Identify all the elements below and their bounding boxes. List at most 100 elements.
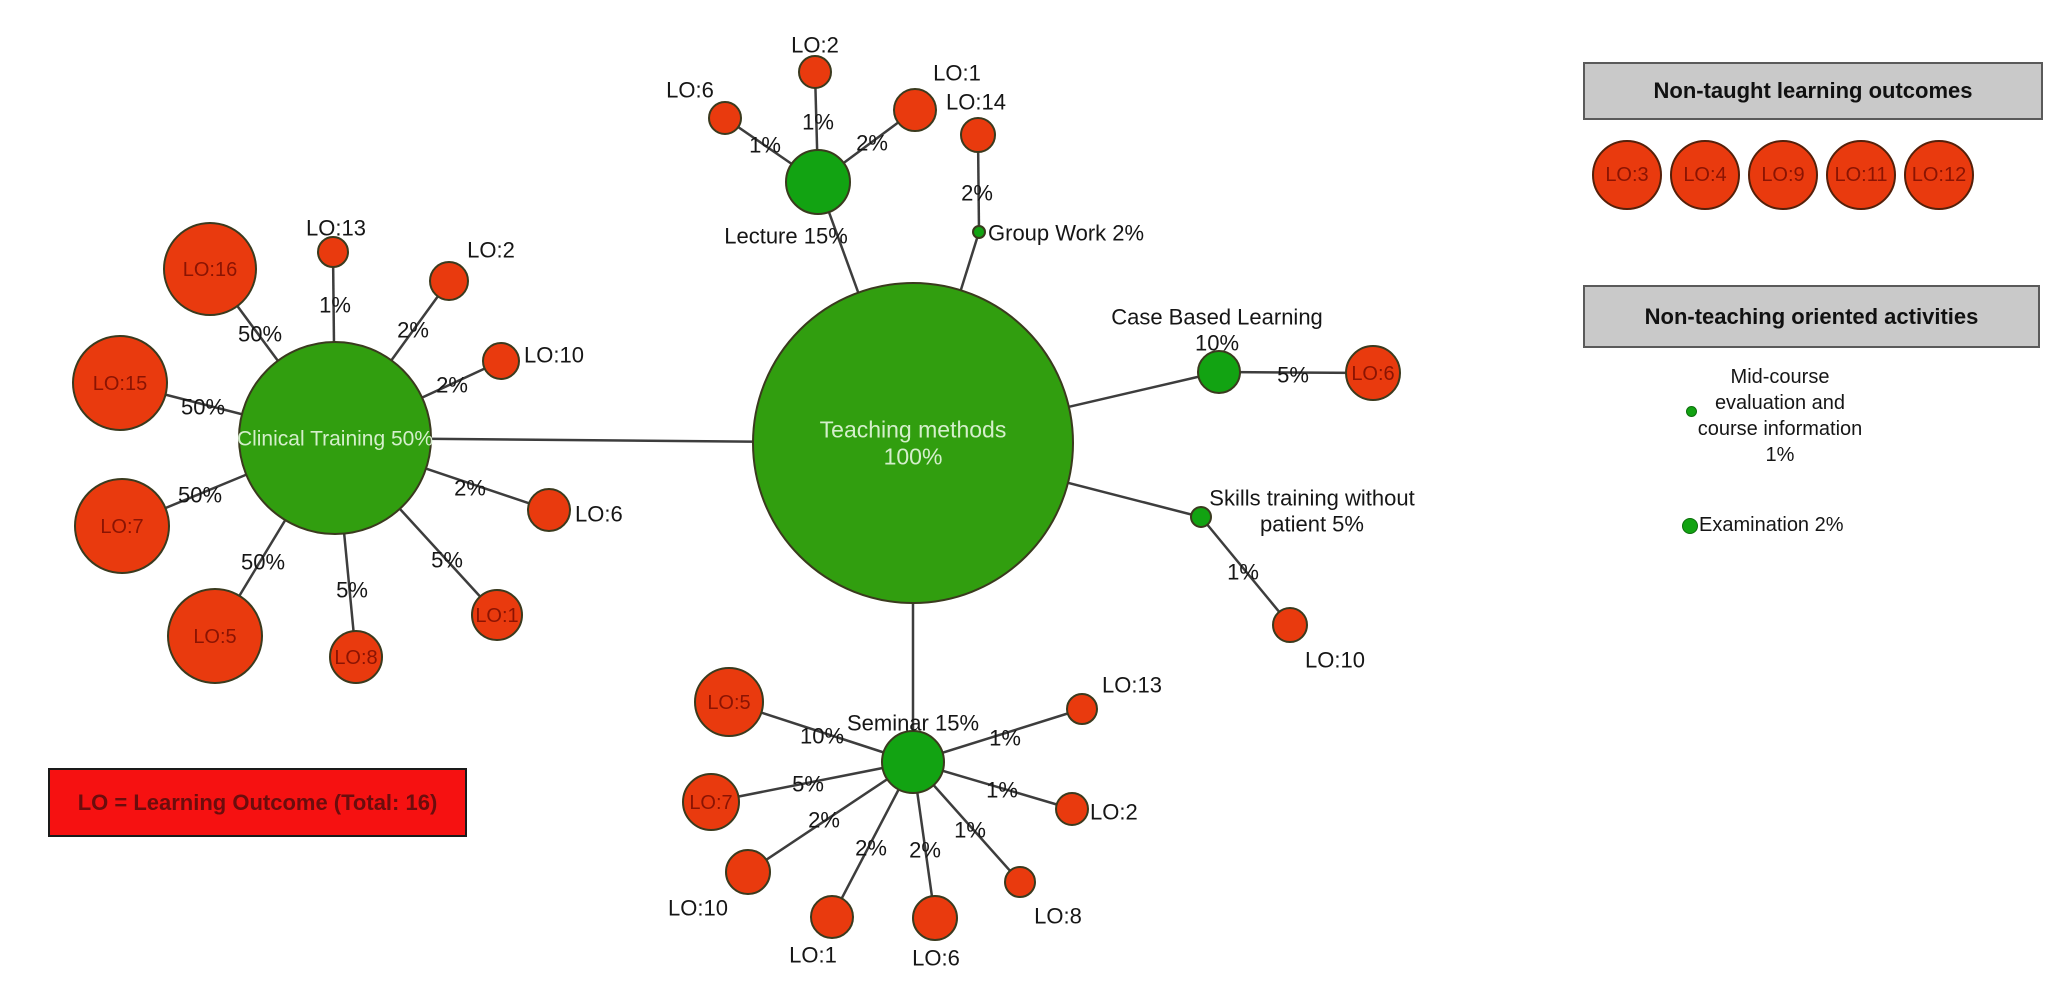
node-label-groupwork: Group Work 2%: [988, 221, 1144, 246]
edge-label-lecture-lec-lo6: 1%: [749, 133, 781, 158]
edge-label-skills-sk-lo10: 1%: [1227, 560, 1259, 585]
node-label-lec-lo6: LO:6: [666, 78, 714, 103]
node-cbl-lo6: [1345, 345, 1401, 401]
node-label-lec-lo2: LO:2: [791, 33, 839, 58]
edge-label-clinical-cl-lo8: 5%: [336, 578, 368, 603]
node-clinical: [238, 341, 432, 535]
edge-label-groupwork-gw-lo14: 2%: [961, 181, 993, 206]
edge-label-seminar-sem-lo6: 2%: [909, 838, 941, 863]
node-groupwork: [972, 225, 986, 239]
edge-seminar-sem-lo7: [710, 760, 914, 804]
node-lec-lo2: [798, 55, 832, 89]
node-cl-lo15: [72, 335, 168, 431]
mid-course-line: evaluation and: [1714, 392, 1846, 414]
non-taught-circle: LO:9: [1748, 140, 1818, 210]
non-taught-header: Non-taught learning outcomes: [1583, 62, 2043, 120]
edge-label-clinical-cl-lo10: 2%: [436, 373, 468, 398]
non-teaching-header: Non-teaching oriented activities: [1583, 285, 2040, 348]
node-cl-lo10: [482, 342, 520, 380]
node-label-sem-lo1: LO:1: [789, 943, 837, 968]
node-label-cl-lo10: LO:10: [524, 343, 584, 368]
node-cl-lo5: [167, 588, 263, 684]
node-seminar: [881, 730, 945, 794]
non-taught-circle: LO:3: [1592, 140, 1662, 210]
node-cl-lo7: [74, 478, 170, 574]
node-cl-lo13: [317, 236, 349, 268]
examination-dot-icon: [1682, 517, 1698, 534]
mid-course-dot-icon: [1686, 406, 1697, 417]
node-cl-lo6: [527, 488, 571, 532]
edge-skills-sk-lo10: [1200, 516, 1291, 626]
node-sem-lo6: [912, 895, 958, 941]
edge-label-lecture-lec-lo1: 2%: [856, 131, 888, 156]
node-sem-lo8: [1004, 866, 1036, 898]
edge-label-clinical-cl-lo1: 5%: [431, 548, 463, 573]
node-sk-lo10: [1272, 607, 1308, 643]
mid-course-line: course information: [1697, 418, 1863, 440]
node-label-sem-lo8: LO:8: [1034, 904, 1082, 929]
edge-label-seminar-sem-lo8: 1%: [954, 818, 986, 843]
node-label-cl-lo7: LO:7: [100, 516, 143, 538]
edge-label-seminar-sem-lo2: 1%: [986, 778, 1018, 803]
node-lecture: [785, 149, 851, 215]
node-lec-lo1: [893, 88, 937, 132]
node-label-seminar: Seminar 15%: [847, 711, 979, 736]
node-sem-lo13: [1066, 693, 1098, 725]
node-label-sem-lo6: LO:6: [912, 946, 960, 971]
edge-seminar-sem-lo10: [747, 760, 914, 874]
node-label-sem-lo10: LO:10: [668, 896, 728, 921]
edge-label-seminar-sem-lo7: 5%: [792, 772, 824, 797]
edge-label-clinical-cl-lo15: 50%: [181, 395, 225, 420]
node-label-cbl: Case Based Learning 10%: [1111, 305, 1323, 356]
mid-course-line: Mid-course: [1730, 366, 1830, 388]
legend-box: LO = Learning Outcome (Total: 16): [48, 768, 467, 837]
edge-label-clinical-cl-lo16: 50%: [238, 322, 282, 347]
edge-label-lecture-lec-lo2: 1%: [802, 110, 834, 135]
node-lec-lo6: [708, 101, 742, 135]
node-label-sem-lo5: LO:5: [707, 692, 750, 714]
non-taught-circle: LO:11: [1826, 140, 1896, 210]
node-label-sem-lo13: LO:13: [1102, 673, 1162, 698]
node-label-skills: Skills training without patient 5%: [1209, 486, 1414, 537]
node-cl-lo16: [163, 222, 257, 316]
node-cl-lo8: [329, 630, 383, 684]
node-cl-lo2: [429, 261, 469, 301]
node-label-cl-lo1: LO:1: [475, 605, 518, 627]
node-gw-lo14: [960, 117, 996, 153]
edge-label-seminar-sem-lo13: 1%: [989, 726, 1021, 751]
examination-item: Examination 2%: [1682, 514, 1844, 537]
node-sem-lo1: [810, 895, 854, 939]
node-label-lecture: Lecture 15%: [724, 224, 848, 249]
node-label-gw-lo14: LO:14: [946, 90, 1006, 115]
edge-label-clinical-cl-lo13: 1%: [319, 293, 351, 318]
node-cl-lo1: [471, 589, 523, 641]
edge-label-clinical-cl-lo2: 2%: [397, 318, 429, 343]
node-sem-lo5: [694, 667, 764, 737]
edge-label-clinical-cl-lo7: 50%: [178, 483, 222, 508]
node-label-clinical: Clinical Training 50%: [237, 427, 433, 450]
edge-label-clinical-cl-lo5: 50%: [241, 550, 285, 575]
edge-label-seminar-sem-lo5: 10%: [800, 724, 844, 749]
node-label-cbl-lo6: LO:6: [1351, 363, 1394, 385]
edge-label-clinical-cl-lo6: 2%: [454, 476, 486, 501]
edge-label-cbl-cbl-lo6: 5%: [1277, 363, 1309, 388]
edge-label-seminar-sem-lo10: 2%: [808, 808, 840, 833]
mid-course-item: Mid-course evaluation and course informa…: [1660, 364, 1900, 468]
non-taught-circle: LO:12: [1904, 140, 1974, 210]
node-skills: [1190, 506, 1212, 528]
node-label-cl-lo16: LO:16: [183, 259, 237, 281]
edge-label-seminar-sem-lo1: 2%: [855, 836, 887, 861]
node-label-sem-lo2: LO:2: [1090, 800, 1138, 825]
node-label-cl-lo15: LO:15: [93, 373, 147, 395]
node-label-cl-lo5: LO:5: [193, 626, 236, 648]
non-taught-circle: LO:4: [1670, 140, 1740, 210]
node-sem-lo10: [725, 849, 771, 895]
node-label-cl-lo13: LO:13: [306, 216, 366, 241]
node-sem-lo2: [1055, 792, 1089, 826]
mid-course-line: 1%: [1765, 444, 1795, 466]
node-sem-lo7: [682, 773, 740, 831]
node-cbl: [1197, 350, 1241, 394]
node-label-cl-lo8: LO:8: [334, 647, 377, 669]
node-label-sem-lo7: LO:7: [689, 792, 732, 814]
